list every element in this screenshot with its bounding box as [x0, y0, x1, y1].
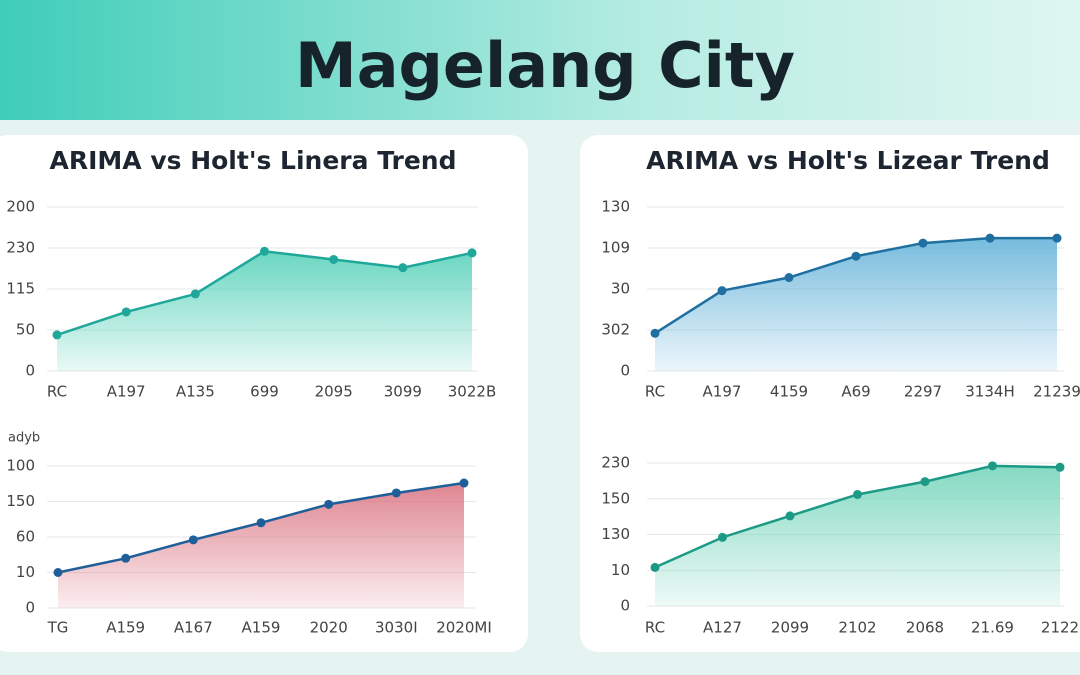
point — [398, 263, 408, 273]
y-tick-label: 50 — [16, 321, 35, 339]
y-tick-label: 109 — [601, 239, 630, 257]
x-tick-label: A197 — [107, 383, 146, 401]
x-tick-label: RC — [47, 383, 67, 401]
point — [190, 289, 200, 299]
x-tick-label: 2095 — [315, 383, 353, 401]
point — [717, 286, 727, 296]
y-tick-label: 10 — [611, 561, 630, 579]
point — [851, 251, 861, 261]
y-tick-label: 150 — [6, 492, 35, 510]
y-tick-label: 302 — [601, 321, 630, 339]
y-tick-label: 100 — [6, 457, 35, 475]
point — [52, 330, 62, 340]
point — [985, 233, 995, 243]
page-title: Magelang City — [295, 29, 795, 102]
y-tick-label: 115 — [6, 280, 35, 298]
x-tick-label: 21239 — [1033, 383, 1080, 401]
point — [650, 328, 660, 338]
y-tick-label: 130 — [601, 525, 630, 543]
x-tick-label: 699 — [250, 383, 279, 401]
area — [655, 238, 1057, 371]
x-tick-label: 3022B — [448, 383, 496, 401]
y-tick-label: 30 — [611, 280, 630, 298]
point — [1052, 233, 1062, 243]
point — [256, 518, 266, 528]
x-tick-label: A197 — [703, 383, 742, 401]
x-tick-label: A159 — [106, 619, 145, 637]
y-tick-label: 60 — [16, 528, 35, 546]
point — [853, 489, 862, 499]
point — [784, 273, 794, 283]
point — [121, 307, 131, 317]
y-axis-label: adyb — [8, 431, 40, 446]
point — [188, 535, 198, 545]
point — [467, 248, 477, 258]
x-tick-label: 3134H — [965, 383, 1014, 401]
y-tick-label: 230 — [601, 454, 630, 472]
point — [988, 461, 997, 471]
point — [391, 488, 401, 498]
x-tick-label: A69 — [841, 383, 870, 401]
point — [1055, 462, 1065, 472]
point — [785, 511, 795, 521]
area — [57, 251, 472, 371]
x-tick-label: 21.69 — [971, 619, 1014, 637]
x-tick-label: 2297 — [904, 383, 942, 401]
y-tick-label: 10 — [16, 563, 35, 581]
point — [324, 499, 334, 509]
point — [920, 477, 930, 487]
x-tick-label: 2068 — [906, 619, 944, 637]
y-tick-label: 200 — [6, 198, 35, 216]
y-tick-label: 0 — [25, 362, 35, 380]
x-tick-label: 2102 — [838, 619, 876, 637]
x-tick-label: RC — [645, 383, 665, 401]
header-band — [0, 0, 1080, 120]
x-tick-label: TG — [47, 619, 69, 637]
x-tick-label: 2020 — [310, 619, 348, 637]
y-tick-label: 0 — [620, 597, 630, 615]
y-tick-label: 130 — [601, 198, 630, 216]
area — [655, 465, 1060, 606]
point — [53, 568, 63, 577]
point — [329, 254, 339, 264]
y-tick-label: 150 — [601, 489, 630, 507]
y-tick-label: 0 — [620, 362, 630, 380]
y-tick-label: 230 — [6, 239, 35, 257]
area — [58, 483, 464, 608]
x-tick-label: RC — [645, 619, 665, 637]
chart-title: ARIMA vs Holt's Linera Trend — [49, 146, 456, 175]
point — [650, 562, 660, 572]
x-tick-label: 2122 — [1041, 619, 1079, 637]
point — [459, 478, 469, 488]
y-tick-label: 0 — [25, 599, 35, 617]
x-tick-label: 4159 — [770, 383, 808, 401]
point — [918, 238, 928, 248]
x-tick-label: A159 — [242, 619, 281, 637]
x-tick-label: 3030I — [375, 619, 418, 637]
point — [260, 246, 269, 256]
x-tick-label: A127 — [703, 619, 742, 637]
x-tick-label: A167 — [174, 619, 213, 637]
x-tick-label: 2099 — [771, 619, 809, 637]
point — [718, 532, 727, 542]
chart-title: ARIMA vs Holt's Lizear Trend — [646, 146, 1050, 175]
x-tick-label: 3099 — [384, 383, 422, 401]
x-tick-label: 2020MI — [436, 619, 492, 637]
x-tick-label: A135 — [176, 383, 215, 401]
point — [121, 553, 131, 563]
